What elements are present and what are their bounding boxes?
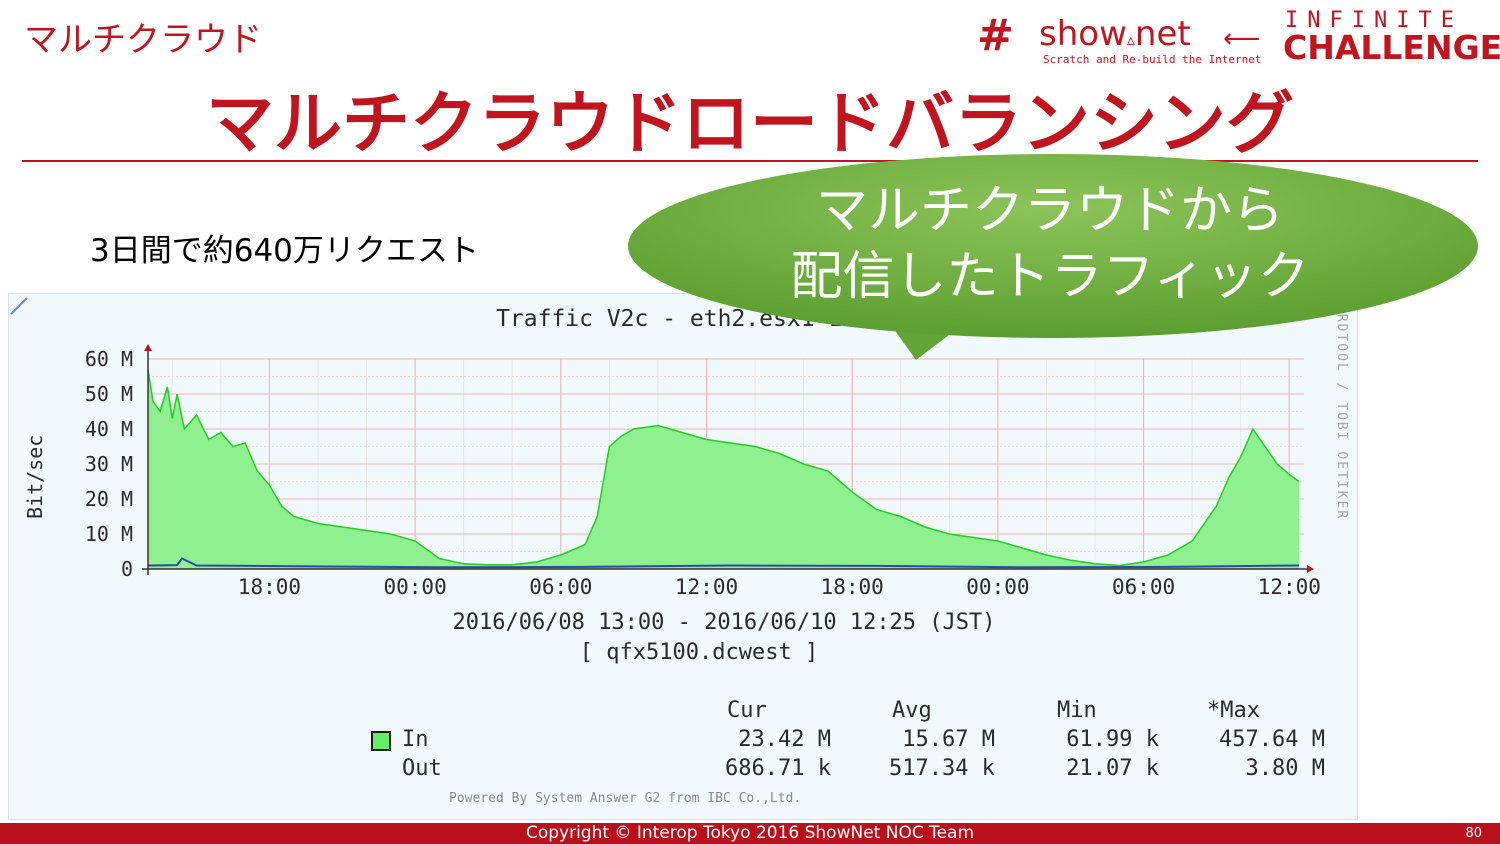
y-tick-label: 40 M — [84, 417, 133, 441]
in-cur: 23.42 M — [738, 727, 831, 752]
x-tick-label: 18:00 — [820, 575, 884, 599]
in-min: 61.99 k — [1066, 727, 1159, 752]
logo-tagline: Scratch and Re-build the Internet — [1043, 53, 1262, 66]
out-legend-swatch — [10, 297, 28, 315]
callout-line-2: 配信したトラフィック — [790, 247, 1310, 307]
in-legend-swatch — [371, 731, 391, 751]
y-tick-label: 20 M — [84, 487, 133, 511]
x-axis-arrow — [1307, 565, 1314, 573]
x-tick-label: 12:00 — [674, 575, 739, 599]
callout-text: マルチクラウドから 配信したトラフィック — [660, 178, 1440, 310]
traffic-chart-svg — [142, 344, 1314, 575]
out-cur: 686.71 k — [725, 756, 831, 781]
logo-name: show▵net — [1039, 14, 1191, 54]
x-tick-label: 18:00 — [237, 575, 302, 599]
logo-infinite: INFINITE — [1285, 8, 1463, 33]
footer-copyright: Copyright © Interop Tokyo 2016 ShowNet N… — [525, 823, 975, 843]
y-axis-arrow — [144, 344, 152, 351]
x-tick-label: 00:00 — [383, 575, 447, 599]
stats-header-avg: Avg — [892, 698, 932, 723]
in-max: 457.64 M — [1219, 727, 1325, 752]
y-tick-label: 30 M — [84, 452, 133, 476]
out-min: 21.07 k — [1066, 756, 1159, 781]
section-label: マルチクラウド — [24, 20, 262, 60]
legend-out-label: Out — [402, 756, 442, 781]
y-tick-label: 60 M — [84, 347, 133, 371]
x-tick-label: 12:00 — [1257, 575, 1321, 599]
title-rule — [22, 160, 1478, 162]
slide-subtitle: 3日間で約640万リクエスト — [90, 233, 479, 269]
x-tick-label: 06:00 — [529, 575, 593, 599]
shownet-logo: # show▵net Scratch and Re-build the Inte… — [975, 8, 1500, 68]
stats-header-min: Min — [1057, 698, 1097, 723]
in-series-area — [148, 369, 1299, 569]
x-tick-label: 06:00 — [1111, 575, 1176, 599]
page-number: 80 — [1465, 826, 1482, 841]
in-avg: 15.67 M — [902, 727, 995, 752]
in-series-line — [147, 369, 1300, 567]
logo-challenge: CHALLENGE — [1283, 28, 1500, 67]
y-tick-label: 10 M — [84, 522, 133, 546]
graph-period: 2016/06/08 13:00 - 2016/06/10 12:25 (JST… — [452, 610, 996, 635]
traffic-graph: Traffic V2c - eth2.esx1-1.c Bit/sec 0 10 … — [8, 293, 1358, 820]
stats-header-max: *Max — [1207, 698, 1260, 723]
logo-hash: # — [977, 10, 1014, 61]
return-arrow-icon: ⟵ — [1223, 24, 1261, 54]
rrdtool-credit: RRDTOOL / TOBI OETIKER — [1334, 304, 1349, 521]
callout-bubble — [628, 154, 1478, 360]
callout-line-1: マルチクラウドから — [815, 181, 1284, 241]
out-max: 3.80 M — [1245, 756, 1325, 781]
graph-device: [ qfx5100.dcwest ] — [579, 640, 819, 665]
y-tick-label: 50 M — [84, 382, 133, 406]
footer-bar: Copyright © Interop Tokyo 2016 ShowNet N… — [0, 823, 1500, 844]
slide-title: マルチクラウドロードバランシング — [205, 85, 1294, 164]
y-tick-label: 0 — [120, 557, 133, 581]
out-series-line — [147, 557, 1300, 569]
legend-in-label: In — [402, 727, 429, 752]
stats-header-cur: Cur — [727, 698, 767, 723]
powered-by: Powered By System Answer G2 from IBC Co.… — [449, 791, 802, 806]
out-avg: 517.34 k — [889, 756, 995, 781]
x-tick-label: 00:00 — [966, 575, 1030, 599]
